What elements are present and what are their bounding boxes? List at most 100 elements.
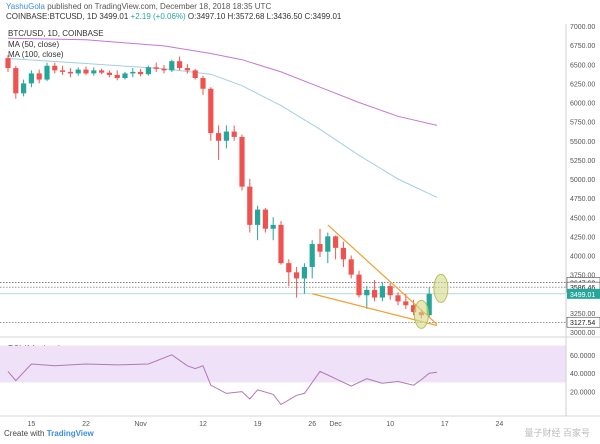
candle-body bbox=[379, 286, 385, 298]
candle-body bbox=[340, 247, 346, 260]
candle-body bbox=[130, 71, 136, 74]
time-tick-label: 24 bbox=[496, 421, 504, 428]
price-tick-label: 5500.00 bbox=[570, 139, 595, 146]
symbol-info: COINBASE:BTCUSD, 1D 3499.01 +2.19 (+0.06… bbox=[6, 12, 341, 21]
price-tick-label: 6500.00 bbox=[570, 62, 595, 69]
candle-body bbox=[239, 136, 245, 187]
candle-body bbox=[403, 301, 409, 306]
footer: Create with TradingView bbox=[4, 429, 94, 438]
price-tick-label: 6000.00 bbox=[570, 101, 595, 108]
candle-body bbox=[286, 263, 292, 273]
price-tick-label: 5750.00 bbox=[570, 120, 595, 127]
candle-body bbox=[301, 266, 307, 279]
candle-body bbox=[216, 133, 222, 141]
time-tick-label: 17 bbox=[441, 421, 449, 428]
candle-body bbox=[192, 70, 198, 79]
time-tick-label: Nov bbox=[134, 421, 147, 428]
ma100-legend[interactable]: MA (100, close) bbox=[8, 50, 64, 59]
rsi-line bbox=[7, 354, 438, 406]
watermark: 量子财经 百家号 bbox=[524, 428, 590, 438]
candle-body bbox=[138, 71, 144, 75]
rsi-tick-label: 60.0000 bbox=[570, 353, 595, 360]
price-tick-label: 3250.00 bbox=[570, 311, 595, 318]
highlight-ellipse bbox=[433, 273, 449, 303]
candle-body bbox=[28, 73, 34, 84]
publish-info: YashuGola published on TradingView.com, … bbox=[6, 2, 271, 11]
candle-body bbox=[36, 73, 42, 80]
candle-body bbox=[122, 73, 128, 79]
header: YashuGola published on TradingView.com, … bbox=[0, 0, 600, 24]
last-price: 3499.01 bbox=[99, 12, 129, 21]
time-tick-label: 15 bbox=[28, 421, 36, 428]
candle-body bbox=[411, 305, 417, 313]
candle-body bbox=[83, 69, 89, 74]
candle-body bbox=[278, 224, 284, 264]
time-tick-label: 26 bbox=[308, 421, 316, 428]
candle-body bbox=[426, 293, 432, 316]
highlight-ellipse bbox=[413, 299, 429, 329]
published-text: published on TradingView.com, December 1… bbox=[47, 2, 272, 11]
candle-body bbox=[255, 209, 261, 225]
price-tick-label: 4500.00 bbox=[570, 215, 595, 222]
price-tick-label: 4750.00 bbox=[570, 196, 595, 203]
time-tick-label: Dec bbox=[329, 421, 342, 428]
candle-body bbox=[223, 131, 229, 141]
candle-body bbox=[270, 224, 276, 229]
ma50-line bbox=[7, 58, 438, 198]
candle-body bbox=[161, 68, 167, 71]
candle-body bbox=[5, 58, 11, 69]
price-level-label: 3127.54 bbox=[570, 320, 595, 327]
time-tick-label: 12 bbox=[199, 421, 207, 428]
last-price-box bbox=[567, 288, 600, 299]
candle-body bbox=[356, 274, 362, 296]
price-tick-label: 3750.00 bbox=[570, 273, 595, 280]
price-tick-label: 7000.00 bbox=[570, 24, 595, 31]
candle-body bbox=[372, 289, 378, 298]
candle-body bbox=[21, 83, 27, 94]
candle-body bbox=[262, 209, 268, 229]
candle-body bbox=[52, 65, 58, 71]
candle-body bbox=[247, 186, 253, 225]
time-tick-label: 22 bbox=[82, 421, 90, 428]
candle-body bbox=[106, 72, 112, 75]
rsi-tick-label: 20.0000 bbox=[570, 390, 595, 397]
candle-body bbox=[91, 70, 97, 74]
last-price-label: 3499.01 bbox=[570, 292, 595, 299]
candle-body bbox=[75, 69, 81, 74]
candle-body bbox=[395, 295, 401, 302]
price-tick-label: 6250.00 bbox=[570, 81, 595, 88]
candle-body bbox=[13, 68, 19, 94]
candle-body bbox=[44, 65, 50, 80]
candle-body bbox=[67, 71, 73, 74]
publisher-link[interactable]: YashuGola bbox=[6, 2, 45, 11]
candle-body bbox=[231, 131, 237, 137]
candle-body bbox=[348, 259, 354, 275]
symbol-label: COINBASE:BTCUSD, 1D bbox=[6, 12, 98, 21]
rsi-tick-label: 40.0000 bbox=[570, 371, 595, 378]
footer-text: Create with bbox=[4, 429, 45, 438]
candle-body bbox=[99, 70, 105, 73]
candle-body bbox=[387, 286, 393, 296]
tradingview-logo[interactable]: TradingView bbox=[46, 429, 94, 438]
candle-body bbox=[200, 78, 206, 89]
candle-body bbox=[145, 67, 151, 75]
candle-body bbox=[208, 88, 214, 134]
price-level-box bbox=[566, 316, 600, 328]
candle-body bbox=[169, 61, 175, 71]
ma100-line bbox=[7, 37, 438, 126]
candle-body bbox=[60, 70, 66, 72]
candle-body bbox=[184, 68, 190, 71]
time-tick-label: 19 bbox=[254, 421, 262, 428]
price-tick-label: 3000.00 bbox=[570, 330, 595, 337]
ma50-legend[interactable]: MA (50, close) bbox=[8, 40, 60, 49]
ohlc-values: O:3497.10 H:3572.68 L:3436.50 C:3499.01 bbox=[187, 12, 342, 21]
candle-body bbox=[294, 272, 300, 279]
candle-body bbox=[153, 67, 159, 69]
price-tick-label: 5250.00 bbox=[570, 158, 595, 165]
time-tick-label: 10 bbox=[386, 421, 394, 428]
candle-body bbox=[309, 244, 315, 267]
candle-body bbox=[364, 289, 370, 296]
candle-body bbox=[114, 74, 120, 79]
price-tick-label: 6750.00 bbox=[570, 43, 595, 50]
